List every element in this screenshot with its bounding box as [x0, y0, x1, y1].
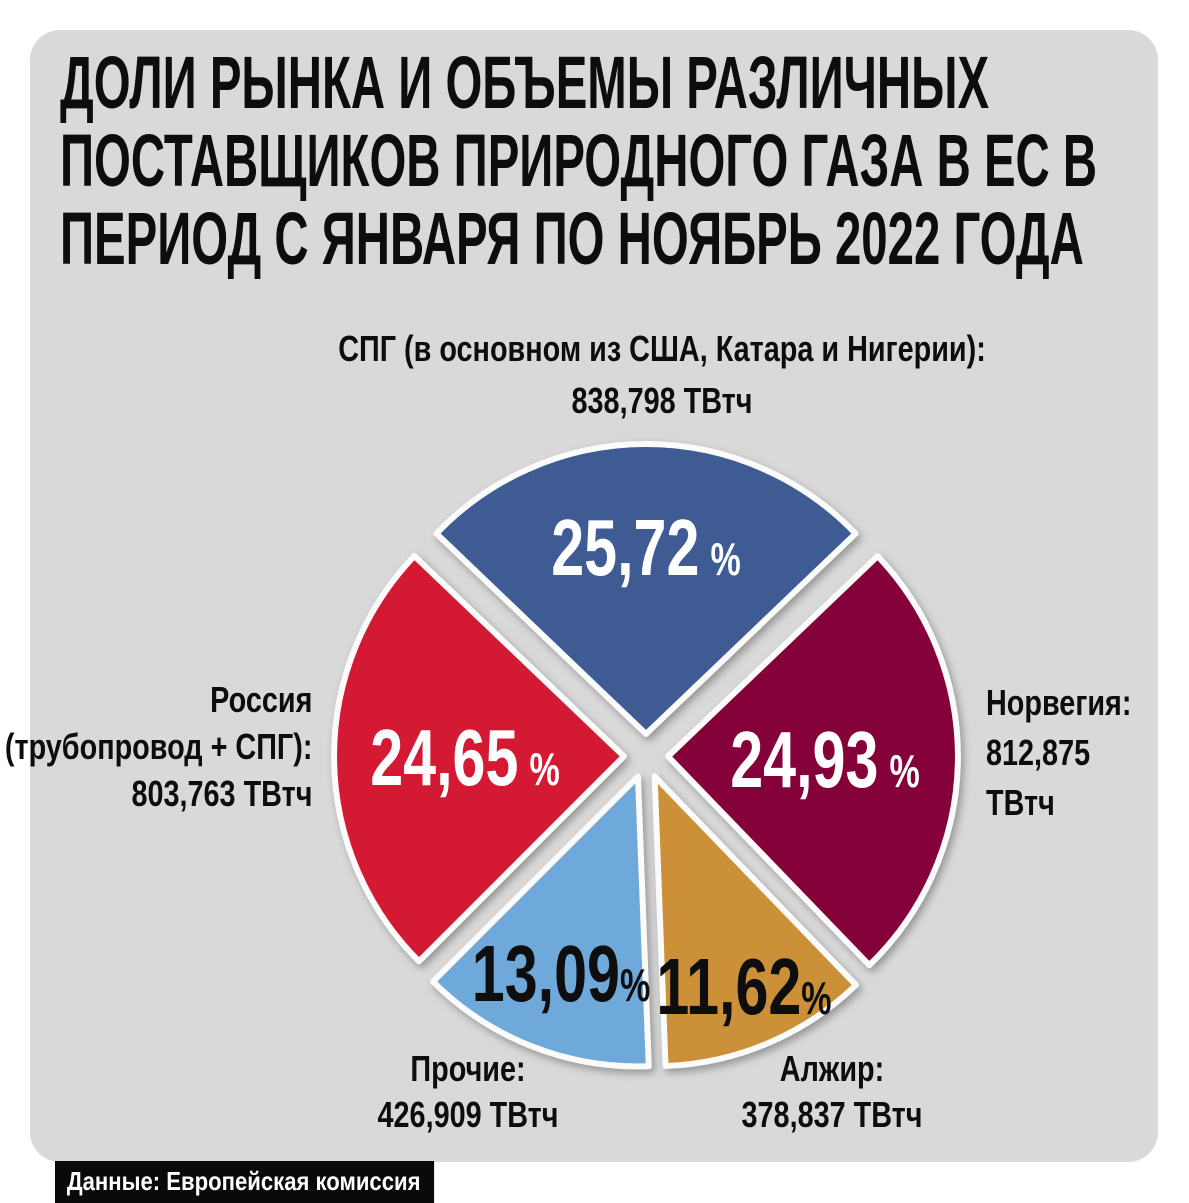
- slice-percent-others: 13,09%: [471, 933, 650, 1014]
- percent-value: 24,93: [729, 714, 878, 804]
- label-others: Прочие: 426,909 ТВтч: [378, 1046, 559, 1138]
- slice-percent-russia: 24,65%: [370, 718, 560, 798]
- pie-slice-4: [331, 552, 627, 965]
- label-algeria: Алжир: 378,837 ТВтч: [742, 1046, 923, 1138]
- label-line: (трубопровод + СПГ):: [4, 726, 312, 767]
- slice-percent-algeria: 11,62%: [657, 947, 832, 1027]
- slice-percent-lng: 25,72%: [551, 508, 741, 588]
- label-line: 378,837 ТВтч: [741, 1094, 923, 1135]
- title-line: ПОСТАВЩИКОВ ПРИРОДНОГО ГАЗА В ЕС В: [60, 119, 1098, 202]
- label-line: ТВтч: [986, 782, 1055, 823]
- title-line: ПЕРИОД С ЯНВАРЯ ПО НОЯБРЬ 2022 ГОДА: [60, 197, 1084, 280]
- label-line: Алжир:: [779, 1048, 885, 1089]
- label-line: 803,763 ТВтч: [131, 773, 312, 814]
- pie-slice-3: [430, 773, 652, 1070]
- percent-value: 24,65: [369, 713, 518, 803]
- percent-value: 25,72: [551, 503, 700, 593]
- percent-sign: %: [889, 744, 920, 797]
- label-russia: Россия (трубопровод + СПГ): 803,763 ТВтч: [4, 676, 312, 817]
- label-line: 812,875: [986, 732, 1091, 773]
- percent-sign: %: [801, 972, 832, 1025]
- chart-title: ДОЛИ РЫНКА И ОБЪЕМЫ РАЗЛИЧНЫХ ПОСТАВЩИКО…: [60, 44, 1097, 278]
- label-line: 426,909 ТВтч: [377, 1094, 559, 1135]
- label-line: Норвегия:: [986, 682, 1132, 723]
- slice-percent-norway: 24,93%: [730, 719, 920, 800]
- label-line: СПГ (в основном из США, Катара и Нигерии…: [338, 328, 986, 369]
- label-line: 838,798 ТВтч: [571, 380, 753, 421]
- percent-value: 13,09: [471, 928, 620, 1018]
- percent-value: 11,62: [656, 942, 802, 1032]
- label-lng: СПГ (в основном из США, Катара и Нигерии…: [338, 323, 986, 427]
- title-line: ДОЛИ РЫНКА И ОБЪЕМЫ РАЗЛИЧНЫХ: [60, 41, 990, 124]
- pie-slice-2: [651, 773, 859, 1069]
- pie-slice-0: [433, 441, 859, 737]
- label-line: Россия: [209, 679, 312, 720]
- label-norway: Норвегия: 812,875 ТВтч: [986, 678, 1131, 828]
- percent-sign: %: [619, 958, 650, 1011]
- label-line: Прочие:: [410, 1048, 526, 1089]
- source-attribution: Данные: Европейская комиссия: [55, 1161, 435, 1203]
- percent-sign: %: [528, 743, 560, 796]
- pie-slice-1: [665, 553, 961, 969]
- percent-sign: %: [710, 533, 741, 586]
